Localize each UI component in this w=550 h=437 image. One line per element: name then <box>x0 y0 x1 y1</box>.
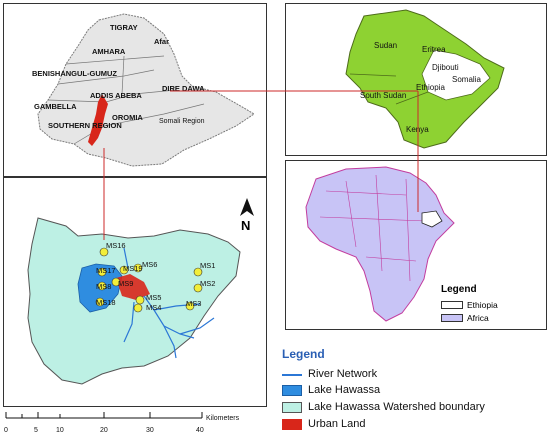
station-marker-ms19 <box>119 265 129 275</box>
africa-map <box>285 160 547 330</box>
station-label-ms1: MS1 <box>200 261 215 270</box>
station-marker-ms3 <box>185 301 195 311</box>
station-marker-ms5 <box>135 295 145 305</box>
station-label-ms16: MS16 <box>106 241 126 250</box>
urban-highlight <box>88 94 108 146</box>
lake-swatch <box>282 384 302 396</box>
africa-legend-label-ethiopia: Ethiopia <box>467 300 498 310</box>
horn-of-africa-map: Sudan Eritrea Djibouti Somalia Ethiopia … <box>285 3 547 156</box>
scale-tick-20: 20 <box>100 427 108 434</box>
region-label-southern: SOUTHERN REGION <box>48 121 122 130</box>
station-label-ms17: MS17 <box>96 266 116 275</box>
station-label-ms19: MS19 <box>123 264 143 273</box>
station-marker-ms6 <box>133 263 143 273</box>
region-label-oromia: OROMIA <box>112 113 143 122</box>
legend-label-river: River Network <box>308 368 378 380</box>
ethiopia-regions-map: TIGRAY Afar AMHARA BENISHANGUL-GUMUZ ADD… <box>3 3 267 177</box>
watershed-map: MS16 MS1 MS6 MS19 MS17 MS9 MS8 MS2 MS18 … <box>3 177 267 407</box>
station-marker-ms1 <box>193 267 203 277</box>
scale-tick-0: 0 <box>4 427 8 434</box>
station-marker-ms16 <box>99 247 109 257</box>
station-marker-ms2 <box>193 283 203 293</box>
river-swatch <box>282 369 302 376</box>
legend-title: Legend <box>282 347 325 361</box>
scale-tick-40: 40 <box>196 427 204 434</box>
station-marker-ms8 <box>97 281 107 291</box>
watershed-swatch <box>282 401 302 413</box>
scale-unit: Kilometers <box>206 415 240 422</box>
country-label-somalia: Somalia <box>452 75 481 84</box>
region-label-somali: Somali Region <box>159 118 205 125</box>
urban-swatch <box>282 418 302 430</box>
country-label-kenya: Kenya <box>406 125 429 134</box>
region-label-gambella: GAMBELLA <box>34 102 77 111</box>
legend-label-lake: Lake Hawassa <box>308 384 381 396</box>
africa-legend-label-africa: Africa <box>467 313 489 323</box>
legend-label-urban: Urban Land <box>308 418 366 430</box>
station-label-ms18: MS18 <box>96 298 116 307</box>
station-markers <box>95 247 203 313</box>
legend-item-river: River Network <box>282 367 377 381</box>
legend-item-lake: Lake Hawassa <box>282 383 380 397</box>
legend-item-urban: Urban Land <box>282 417 366 431</box>
station-label-ms9: MS9 <box>118 279 133 288</box>
region-label-addis-abeba: ADDIS ABEBA <box>90 91 142 100</box>
station-label-ms4: MS4 <box>146 303 161 312</box>
station-label-ms6: MS6 <box>142 260 157 269</box>
urban-area <box>116 274 150 300</box>
region-label-tigray: TIGRAY <box>110 23 138 32</box>
region-label-amhara: AMHARA <box>92 47 126 56</box>
station-marker-ms4 <box>133 303 143 313</box>
scale-tick-10: 10 <box>56 427 64 434</box>
legend-item-watershed: Lake Hawassa Watershed boundary <box>282 400 485 414</box>
legend-label-watershed: Lake Hawassa Watershed boundary <box>308 401 485 413</box>
region-label-dire-dawa: DIRE DAWA <box>162 84 205 93</box>
station-label-ms2: MS2 <box>200 279 215 288</box>
main-legend: Legend River Network Lake Hawassa Lake H… <box>270 345 548 435</box>
north-arrow: N <box>232 196 262 236</box>
country-label-south-sudan: South Sudan <box>360 91 406 100</box>
region-label-benishangul: BENISHANGUL-GUMUZ <box>32 69 117 78</box>
scale-bar: 0 5 10 20 30 40 Kilometers <box>0 408 280 437</box>
country-label-sudan: Sudan <box>374 41 397 50</box>
station-label-ms8: MS8 <box>96 282 111 291</box>
station-marker-ms18 <box>95 297 105 307</box>
africa-shape <box>305 166 455 322</box>
ethiopia-shape <box>37 13 255 167</box>
scale-tick-5: 5 <box>34 427 38 434</box>
africa-legend: Legend Ethiopia Africa <box>437 283 533 327</box>
ethiopia-location <box>421 210 443 228</box>
ethiopia-swatch <box>441 301 463 309</box>
africa-swatch <box>441 314 463 322</box>
scale-tick-30: 30 <box>146 427 154 434</box>
watershed-boundary <box>27 217 241 385</box>
africa-legend-item-ethiopia: Ethiopia <box>441 300 498 310</box>
africa-legend-item-africa: Africa <box>441 313 489 323</box>
country-label-ethiopia: Ethiopia <box>416 83 445 92</box>
north-label: N <box>241 218 250 233</box>
africa-legend-title: Legend <box>441 284 477 295</box>
station-marker-ms9 <box>111 277 121 287</box>
station-label-ms5: MS5 <box>146 293 161 302</box>
region-label-afar: Afar <box>154 37 169 46</box>
station-label-ms3: MS3 <box>186 299 201 308</box>
station-marker-ms17 <box>97 267 107 277</box>
river-network <box>123 247 215 359</box>
country-label-djibouti: Djibouti <box>432 63 459 72</box>
country-label-eritrea: Eritrea <box>422 45 446 54</box>
